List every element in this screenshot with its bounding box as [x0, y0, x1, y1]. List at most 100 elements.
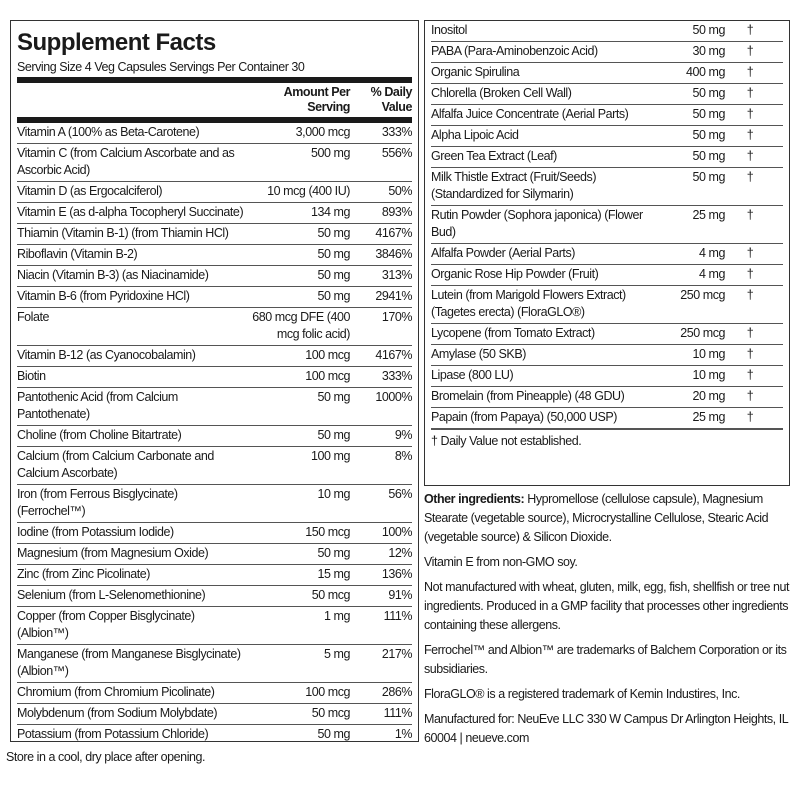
name: Green Tea Extract (Leaf)	[431, 149, 557, 163]
note-list: Vitamin E from non-GMO soy. Not manufactu…	[424, 553, 792, 748]
daily-value: †	[746, 23, 754, 37]
amount: 50 mg	[317, 268, 351, 282]
amount: 25 mg	[692, 208, 726, 222]
dv-header: % Daily Value	[370, 85, 413, 114]
amount: 100 mcg	[305, 685, 350, 699]
amount: 25 mg	[692, 410, 726, 424]
row: Organic Spirulina 400 mg †	[431, 63, 783, 84]
amount: 100 mcg	[305, 369, 350, 383]
notes: Other ingredients: Hypromellose (cellulo…	[424, 490, 792, 754]
daily-value: †	[746, 107, 754, 121]
spacer	[17, 85, 250, 115]
row: Alfalfa Juice Concentrate (Aerial Parts)…	[431, 105, 783, 126]
row: Potassium (from Potassium Chloride) 50 mg…	[17, 725, 412, 745]
name: Niacin (Vitamin B-3) (as Niacinamide)	[17, 268, 209, 282]
name: Rutin Powder (Sophora japonica) (Flower …	[431, 208, 643, 239]
name: Vitamin D (as Ergocalciferol)	[17, 184, 163, 198]
name: Molybdenum (from Sodium Molybdate)	[17, 706, 218, 720]
name: Chlorella (Broken Cell Wall)	[431, 86, 572, 100]
row: Calcium (from Calcium Carbonate and Calc…	[17, 447, 412, 485]
row: Vitamin A (100% as Beta-Carotene) 3,000 m…	[17, 123, 412, 144]
daily-value: †	[746, 86, 754, 100]
amount: 10 mg	[317, 487, 351, 501]
amount-header: Amount Per Serving	[283, 85, 351, 114]
daily-value: 8%	[394, 449, 413, 463]
daily-value: 3846%	[375, 247, 412, 261]
row: Organic Rose Hip Powder (Fruit) 4 mg †	[431, 265, 783, 286]
name: Folate	[17, 310, 50, 324]
facts-panel-2: Inositol 50 mg † PABA (Para-Aminobenzoic Ac…	[424, 20, 790, 486]
name: Vitamin B-6 (from Pyridoxine HCl)	[17, 289, 190, 303]
row: Riboflavin (Vitamin B-2) 50 mg 3846%	[17, 245, 412, 266]
row: Pantothenic Acid (from Calcium Pantothen…	[17, 388, 412, 426]
daily-value: †	[746, 347, 754, 361]
name: Alpha Lipoic Acid	[431, 128, 519, 142]
header: Amount Per Serving % Daily Value	[17, 83, 412, 123]
amount: 250 mcg	[680, 326, 725, 340]
row: Iron (from Ferrous Bisglycinate) (Ferroc…	[17, 485, 412, 523]
row: Biotin 100 mcg 333%	[17, 367, 412, 388]
daily-value: †	[746, 170, 754, 184]
daily-value: 100%	[381, 525, 413, 539]
daily-value: †	[746, 368, 754, 382]
row: Vitamin B-12 (as Cyanocobalamin) 100 mcg 4…	[17, 346, 412, 367]
daily-value: 170%	[381, 310, 413, 324]
name: Manganese (from Manganese Bisglycinate) …	[17, 647, 241, 678]
note: Ferrochel™ and Albion™ are trademarks of…	[424, 643, 787, 676]
name: Alfalfa Powder (Aerial Parts)	[431, 246, 575, 260]
row: Alfalfa Powder (Aerial Parts) 4 mg †	[431, 244, 783, 265]
row: Chlorella (Broken Cell Wall) 50 mg †	[431, 84, 783, 105]
daily-value: 50%	[388, 184, 412, 198]
daily-value: 4167%	[375, 226, 412, 240]
daily-value: 893%	[381, 205, 413, 219]
amount: 3,000 mcg	[295, 125, 351, 139]
daily-value: 12%	[388, 546, 412, 560]
amount: 30 mg	[692, 44, 726, 58]
amount: 134 mg	[311, 205, 350, 219]
row: Iodine (from Potassium Iodide) 150 mcg 100…	[17, 523, 412, 544]
row: Lipase (800 LU) 10 mg †	[431, 366, 783, 387]
amount: 20 mg	[692, 389, 726, 403]
amount: 50 mg	[317, 428, 351, 442]
daily-value: 1%	[394, 727, 413, 741]
row: Molybdenum (from Sodium Molybdate) 50 mcg…	[17, 704, 412, 725]
row: Lycopene (from Tomato Extract) 250 mcg †	[431, 324, 783, 345]
name: Iron (from Ferrous Bisglycinate) (Ferroc…	[17, 487, 178, 518]
amount: 1 mg	[324, 609, 350, 623]
row: Green Tea Extract (Leaf) 50 mg †	[431, 147, 783, 168]
row: Selenium (from L-Selenomethionine) 50 mcg…	[17, 586, 412, 607]
name: Magnesium (from Magnesium Oxide)	[17, 546, 209, 560]
row: Zinc (from Zinc Picolinate) 15 mg 136%	[17, 565, 412, 586]
daily-value: †	[746, 246, 754, 260]
amount: 4 mg	[699, 246, 725, 260]
daily-value: 286%	[381, 685, 413, 699]
amount: 250 mcg	[680, 288, 725, 302]
daily-value: †	[746, 389, 754, 403]
row: Milk Thistle Extract (Fruit/Seeds) (Stan…	[431, 168, 783, 206]
daily-value: 9%	[394, 428, 413, 442]
daily-value: 4167%	[375, 348, 412, 362]
amount: 4 mg	[699, 267, 725, 281]
row: Manganese (from Manganese Bisglycinate) …	[17, 645, 412, 683]
amount: 50 mg	[317, 546, 351, 560]
name: Papain (from Papaya) (50,000 USP)	[431, 410, 617, 424]
amount: 100 mcg	[305, 348, 350, 362]
row: Vitamin C (from Calcium Ascorbate and as…	[17, 144, 412, 182]
amount: 5 mg	[324, 647, 350, 661]
daily-value: 136%	[381, 567, 413, 581]
daily-value: †	[746, 44, 754, 58]
name: Vitamin A (100% as Beta-Carotene)	[17, 125, 200, 139]
daily-value: 111%	[383, 706, 413, 720]
name: PABA (Para-Aminobenzoic Acid)	[431, 44, 598, 58]
serving: Serving Size 4 Veg Capsules Servings Per…	[17, 57, 412, 83]
name: Thiamin (Vitamin B-1) (from Thiamin HCl)	[17, 226, 229, 240]
row: Inositol 50 mg †	[431, 21, 783, 42]
amount: 50 mg	[317, 727, 351, 741]
name: Iodine (from Potassium Iodide)	[17, 525, 174, 539]
row: PABA (Para-Aminobenzoic Acid) 30 mg †	[431, 42, 783, 63]
name: Biotin	[17, 369, 46, 383]
row: Lutein (from Marigold Flowers Extract) (…	[431, 286, 783, 324]
amount: 50 mg	[692, 149, 726, 163]
name: Calcium (from Calcium Carbonate and Calc…	[17, 449, 214, 480]
row: Rutin Powder (Sophora japonica) (Flower …	[431, 206, 783, 244]
